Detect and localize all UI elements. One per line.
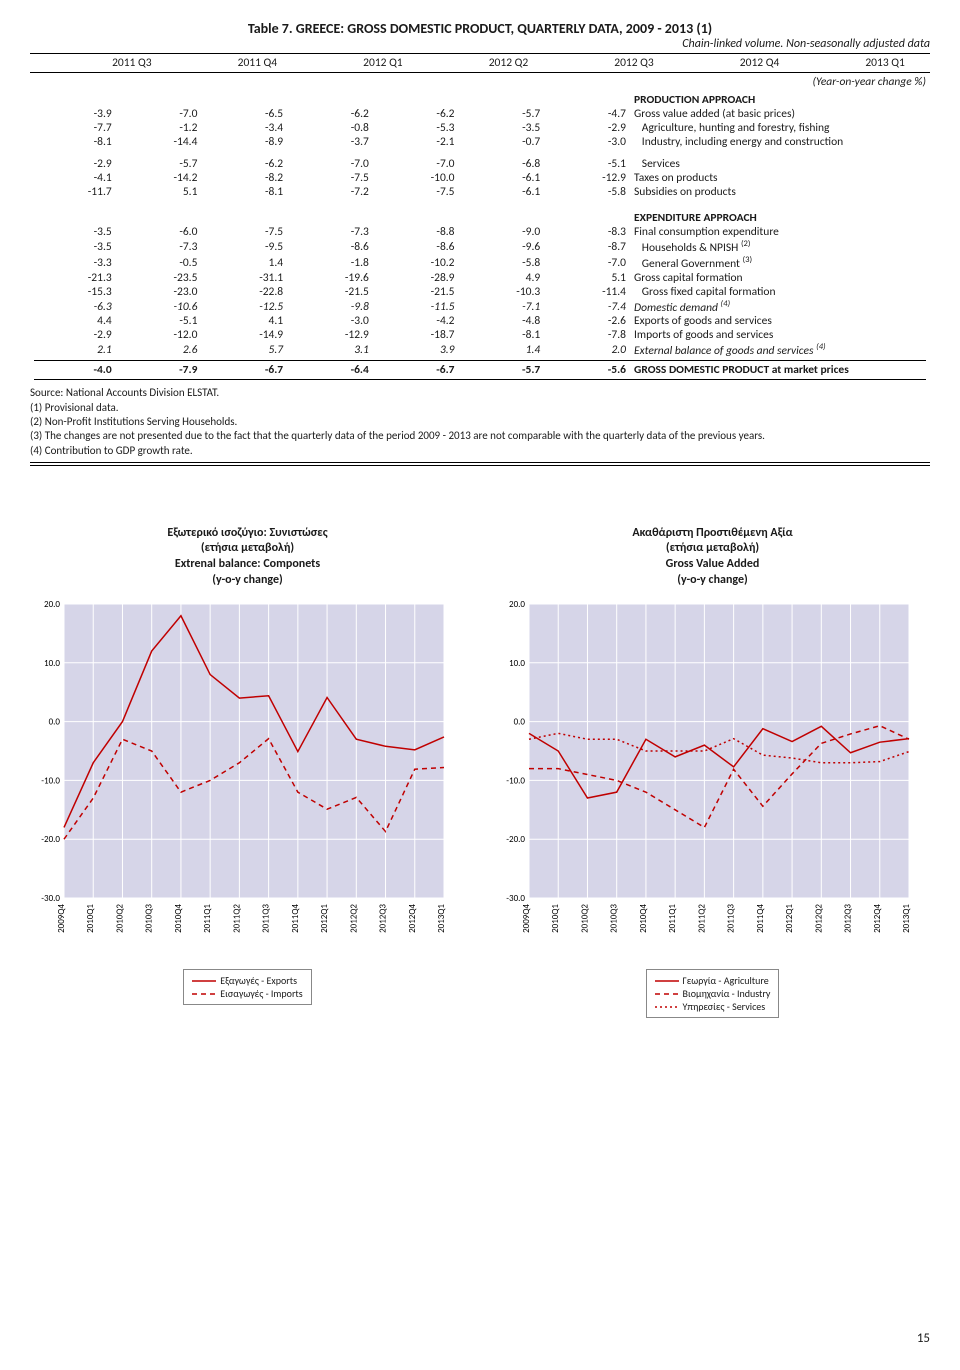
table-row: -2.9-12.0-14.9-12.9-18.7-8.1-7.8Imports …: [30, 328, 930, 342]
col-header: 2012 Q1: [281, 56, 407, 70]
svg-text:2011Q4: 2011Q4: [290, 904, 301, 933]
table-row: -6.3-10.6-12.5-9.8-11.5-7.1-7.4Domestic …: [30, 299, 930, 315]
svg-text:0.0: 0.0: [49, 717, 61, 728]
table-row: -3.9-7.0-6.5-6.2-6.2-5.7-4.7Gross value …: [30, 107, 930, 121]
svg-text:2011Q1: 2011Q1: [667, 904, 678, 933]
table-row: -4.1-14.2-8.2-7.5-10.0-6.1-12.9Taxes on …: [30, 171, 930, 185]
svg-text:-10.0: -10.0: [506, 776, 525, 787]
right-chart: -30.0 -20.0 -10.0 0.0 10.0 20.0 2009Q4 2010Q1 20…: [495, 598, 915, 958]
table-row: 4.4-5.14.1-3.0-4.2-4.8-2.6Exports of goo…: [30, 314, 930, 328]
note-1: (1) Provisional data.: [30, 401, 930, 415]
data-table-body: (Year-on-year change %)PRODUCTION APPROA…: [30, 75, 930, 382]
svg-text:2010Q3: 2010Q3: [609, 904, 620, 933]
svg-text:2011Q3: 2011Q3: [261, 904, 272, 933]
svg-text:2011Q3: 2011Q3: [726, 904, 737, 933]
right-chart-title: Ακαθάριστη Προστιθέμενη Αξία(ετήσια μετα…: [495, 526, 930, 588]
svg-text:2011Q2: 2011Q2: [696, 904, 707, 933]
svg-text:-20.0: -20.0: [41, 834, 60, 845]
col-header: 2013 Q1: [783, 56, 909, 70]
col-header: 2011 Q4: [156, 56, 282, 70]
note-source: Source: National Accounts Division ELSTA…: [30, 386, 930, 400]
col-header: 2012 Q4: [658, 56, 784, 70]
svg-text:2010Q1: 2010Q1: [550, 904, 561, 933]
left-chart: -30.0 -20.0 -10.0 0.0 10.0 20.0 2009Q4 2010Q1 20…: [30, 598, 450, 958]
note-3: (3) The changes are not presented due to…: [30, 429, 930, 443]
legend-item: Βιομηχανία - Industry: [655, 987, 771, 1000]
data-table: 2011 Q32011 Q42012 Q12012 Q22012 Q32012 …: [30, 56, 930, 70]
note-4: (4) Contribution to GDP growth rate.: [30, 444, 930, 458]
svg-text:2012Q4: 2012Q4: [872, 904, 883, 933]
table-notes: Source: National Accounts Division ELSTA…: [30, 386, 930, 465]
svg-text:2012Q1: 2012Q1: [784, 904, 795, 933]
table-row: -4.0-7.9-6.7-6.4-6.7-5.7-5.6GROSS DOMEST…: [30, 363, 930, 377]
right-legend: Γεωργία - AgricultureΒιομηχανία - Indust…: [646, 969, 780, 1018]
col-header: 2012 Q2: [407, 56, 533, 70]
svg-text:2012Q3: 2012Q3: [378, 904, 389, 933]
legend-item: Εξαγωγές - Exports: [192, 974, 302, 987]
page-number: 15: [917, 1331, 930, 1346]
table-row: -2.9-5.7-6.2-7.0-7.0-6.8-5.1 Services: [30, 157, 930, 171]
table-row: 2.12.65.73.13.91.42.0External balance of…: [30, 342, 930, 358]
table-row: -15.3-23.0-22.8-21.5-21.5-10.3-11.4 Gros…: [30, 285, 930, 299]
svg-text:2010Q2: 2010Q2: [114, 904, 125, 933]
svg-text:2011Q4: 2011Q4: [755, 904, 766, 933]
col-header: 2011 Q3: [30, 56, 156, 70]
table-row: -11.75.1-8.1-7.2-7.5-6.1-5.8Subsidies on…: [30, 185, 930, 199]
svg-text:2010Q1: 2010Q1: [85, 904, 96, 933]
table-row: -3.5-6.0-7.5-7.3-8.8-9.0-8.3Final consum…: [30, 225, 930, 239]
svg-text:2010Q4: 2010Q4: [638, 904, 649, 933]
svg-text:2012Q4: 2012Q4: [407, 904, 418, 933]
legend-item: Εισαγωγές - Imports: [192, 987, 302, 1000]
legend-item: Γεωργία - Agriculture: [655, 974, 771, 987]
svg-text:-30.0: -30.0: [41, 893, 60, 904]
svg-text:10.0: 10.0: [509, 658, 525, 669]
col-header: 2012 Q3: [532, 56, 658, 70]
svg-text:20.0: 20.0: [509, 599, 525, 610]
svg-text:20.0: 20.0: [44, 599, 60, 610]
left-chart-title: Εξωτερικό ισοζύγιο: Συνιστώσες(ετήσια με…: [30, 526, 465, 588]
table-row: -21.3-23.5-31.1-19.6-28.94.95.1Gross cap…: [30, 271, 930, 285]
svg-text:2013Q1: 2013Q1: [901, 904, 912, 933]
svg-text:2012Q1: 2012Q1: [319, 904, 330, 933]
svg-text:2009Q4: 2009Q4: [56, 904, 67, 933]
svg-text:2010Q2: 2010Q2: [579, 904, 590, 933]
note-2: (2) Non-Profit Institutions Serving Hous…: [30, 415, 930, 429]
right-chart-col: Ακαθάριστη Προστιθέμενη Αξία(ετήσια μετα…: [495, 526, 930, 1018]
svg-text:2010Q3: 2010Q3: [144, 904, 155, 933]
svg-text:-20.0: -20.0: [506, 834, 525, 845]
legend-item: Υπηρεσίες - Services: [655, 1000, 771, 1013]
left-legend: Εξαγωγές - ExportsΕισαγωγές - Imports: [183, 969, 311, 1005]
table-row: -3.5-7.3-9.5-8.6-8.6-9.6-8.7 Households …: [30, 239, 930, 255]
table-title: Table 7. GREECE: GROSS DOMESTIC PRODUCT,…: [30, 20, 930, 37]
svg-text:0.0: 0.0: [514, 717, 526, 728]
table-row: -8.1-14.4-8.9-3.7-2.1-0.7-3.0 Industry, …: [30, 135, 930, 149]
svg-text:2011Q1: 2011Q1: [202, 904, 213, 933]
svg-text:2010Q4: 2010Q4: [173, 904, 184, 933]
svg-text:-30.0: -30.0: [506, 893, 525, 904]
svg-text:2012Q2: 2012Q2: [813, 904, 824, 933]
table-row: -7.7-1.2-3.4-0.8-5.3-3.5-2.9 Agriculture…: [30, 121, 930, 135]
svg-text:2012Q2: 2012Q2: [348, 904, 359, 933]
svg-text:2011Q2: 2011Q2: [231, 904, 242, 933]
table-row: -3.3-0.51.4-1.8-10.2-5.8-7.0 General Gov…: [30, 255, 930, 271]
svg-text:-10.0: -10.0: [41, 776, 60, 787]
svg-text:10.0: 10.0: [44, 658, 60, 669]
left-chart-col: Εξωτερικό ισοζύγιο: Συνιστώσες(ετήσια με…: [30, 526, 465, 1018]
svg-text:2013Q1: 2013Q1: [436, 904, 447, 933]
table-subtitle: Chain-linked volume. Non-seasonally adju…: [30, 37, 930, 51]
svg-text:2012Q3: 2012Q3: [843, 904, 854, 933]
svg-text:2009Q4: 2009Q4: [521, 904, 532, 933]
